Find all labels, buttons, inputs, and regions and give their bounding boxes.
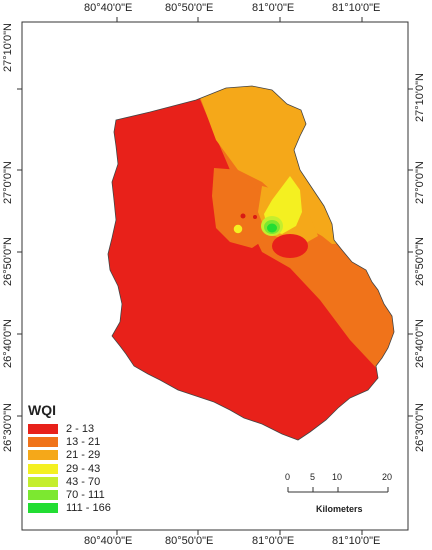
district-boundary bbox=[107, 85, 395, 441]
lon-label-bottom-4: 81°10'0"E bbox=[332, 535, 381, 547]
legend-label: 2 - 13 bbox=[66, 422, 95, 435]
lat-label-left-1: 27°0'0"N bbox=[2, 161, 14, 204]
lat-label-right-4: 26°40'0"N bbox=[414, 319, 426, 368]
lon-label-top-3: 81°0'0"E bbox=[252, 2, 295, 14]
legend-item: 13 - 21 bbox=[28, 435, 111, 448]
legend-label: 70 - 111 bbox=[66, 489, 105, 502]
zone-2-13-pocket bbox=[272, 234, 308, 258]
hotspot-yellow bbox=[233, 224, 243, 234]
scale-bar: 0 5 10 20 Kilometers bbox=[282, 472, 394, 518]
scale-tick-5: 5 bbox=[310, 472, 316, 482]
lon-label-top-4: 81°10'0"E bbox=[332, 2, 381, 14]
legend-item: 43 - 70 bbox=[28, 475, 111, 488]
hotspot-yellow-ring bbox=[232, 223, 244, 235]
zone-111-166 bbox=[267, 223, 277, 233]
lat-label-left-3: 26°40'0"N bbox=[2, 319, 14, 368]
scale-tick-10: 10 bbox=[332, 472, 343, 482]
legend-label: 13 - 21 bbox=[66, 435, 101, 448]
legend-label: 111 - 166 bbox=[66, 502, 111, 515]
legend-swatch bbox=[28, 503, 58, 514]
legend-title: WQI bbox=[28, 402, 56, 418]
lat-label-right-5: 26°30'0"N bbox=[414, 403, 426, 452]
legend-item: 111 - 166 bbox=[28, 502, 111, 515]
legend-item: 21 - 29 bbox=[28, 449, 111, 462]
legend-swatch bbox=[28, 490, 58, 501]
lon-label-bottom-2: 80°50'0"E bbox=[165, 535, 214, 547]
lat-label-right-1: 27°10'0"N bbox=[414, 73, 426, 122]
scale-tick-0: 0 bbox=[285, 472, 291, 482]
legend-swatch bbox=[28, 463, 58, 474]
lat-label-left-2: 26°50'0"N bbox=[2, 237, 14, 286]
scale-unit: Kilometers bbox=[316, 504, 363, 514]
legend-label: 21 - 29 bbox=[66, 449, 101, 462]
legend-label: 29 - 43 bbox=[66, 462, 101, 475]
lon-label-top-1: 80°40'0"E bbox=[84, 2, 133, 14]
legend-item: 2 - 13 bbox=[28, 422, 111, 435]
wqi-legend: WQI 2 - 13 13 - 21 21 - 29 29 - 43 43 - 70 70… bbox=[28, 402, 111, 515]
frame-ticks bbox=[17, 17, 413, 535]
lat-label-right-3: 26°50'0"N bbox=[414, 237, 426, 286]
lon-label-top-2: 80°50'0"E bbox=[165, 2, 214, 14]
legend-label: 43 - 70 bbox=[66, 475, 101, 488]
lon-label-bottom-1: 80°40'0"E bbox=[84, 535, 133, 547]
legend-swatch bbox=[28, 450, 58, 461]
lon-label-bottom-3: 81°0'0"E bbox=[252, 535, 295, 547]
hotspot-red-2 bbox=[253, 215, 257, 219]
legend-swatch bbox=[28, 423, 58, 434]
lat-label-left-top: 27°10'0"N bbox=[2, 23, 14, 72]
lat-label-right-2: 27°0'0"N bbox=[414, 161, 426, 204]
legend-item: 29 - 43 bbox=[28, 462, 111, 475]
scale-tick-20: 20 bbox=[382, 472, 393, 482]
lat-label-left-4: 26°30'0"N bbox=[2, 403, 14, 452]
hotspot-red-1 bbox=[240, 213, 246, 219]
legend-swatch bbox=[28, 436, 58, 447]
legend-item: 70 - 111 bbox=[28, 488, 111, 501]
legend-swatch bbox=[28, 476, 58, 487]
zone-13-21-tongue bbox=[212, 168, 270, 248]
